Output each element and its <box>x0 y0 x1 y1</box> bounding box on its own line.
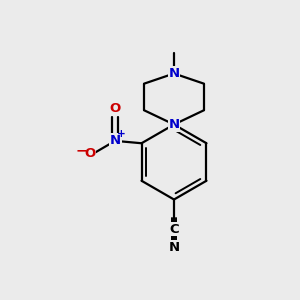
Text: O: O <box>84 147 95 160</box>
Text: N: N <box>168 118 180 131</box>
Text: N: N <box>168 241 180 254</box>
Text: N: N <box>110 134 121 147</box>
Text: N: N <box>168 67 180 80</box>
Text: −: − <box>76 143 87 158</box>
Text: C: C <box>169 223 179 236</box>
Text: O: O <box>110 102 121 115</box>
Text: +: + <box>117 129 126 139</box>
